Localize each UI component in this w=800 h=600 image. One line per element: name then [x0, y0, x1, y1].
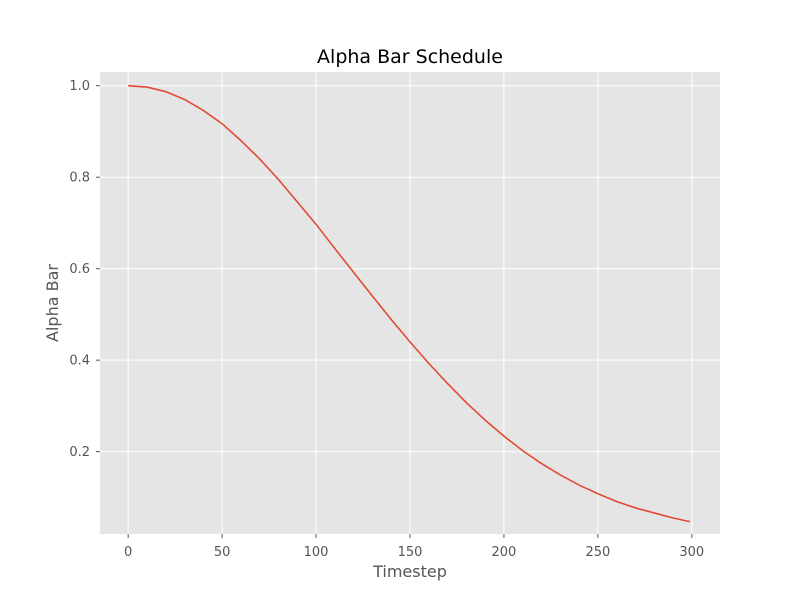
y-tick-label: 0.2 [69, 445, 90, 460]
x-tick-label: 150 [398, 545, 423, 560]
x-tick-label: 250 [585, 545, 610, 560]
grid-lines [100, 72, 720, 534]
x-tick-label: 50 [214, 545, 231, 560]
axis-ticks: 0 50 100 150 200 250 300 0.2 0.4 0.6 0.8 1.0 [69, 79, 704, 560]
y-tick-label: 0.4 [69, 354, 90, 369]
series-line [128, 84, 691, 523]
x-axis-title: Timestep [372, 562, 447, 581]
y-axis-title: Alpha Bar [43, 264, 62, 342]
x-tick-label: 100 [304, 545, 329, 560]
chart-title: Alpha Bar Schedule [317, 46, 503, 68]
x-tick-label: 0 [124, 545, 132, 560]
x-tick-label: 300 [679, 545, 704, 560]
y-tick-label: 0.8 [69, 171, 90, 186]
x-tick-label: 200 [492, 545, 517, 560]
y-tick-label: 1.0 [69, 79, 90, 94]
y-tick-label: 0.6 [69, 262, 90, 277]
